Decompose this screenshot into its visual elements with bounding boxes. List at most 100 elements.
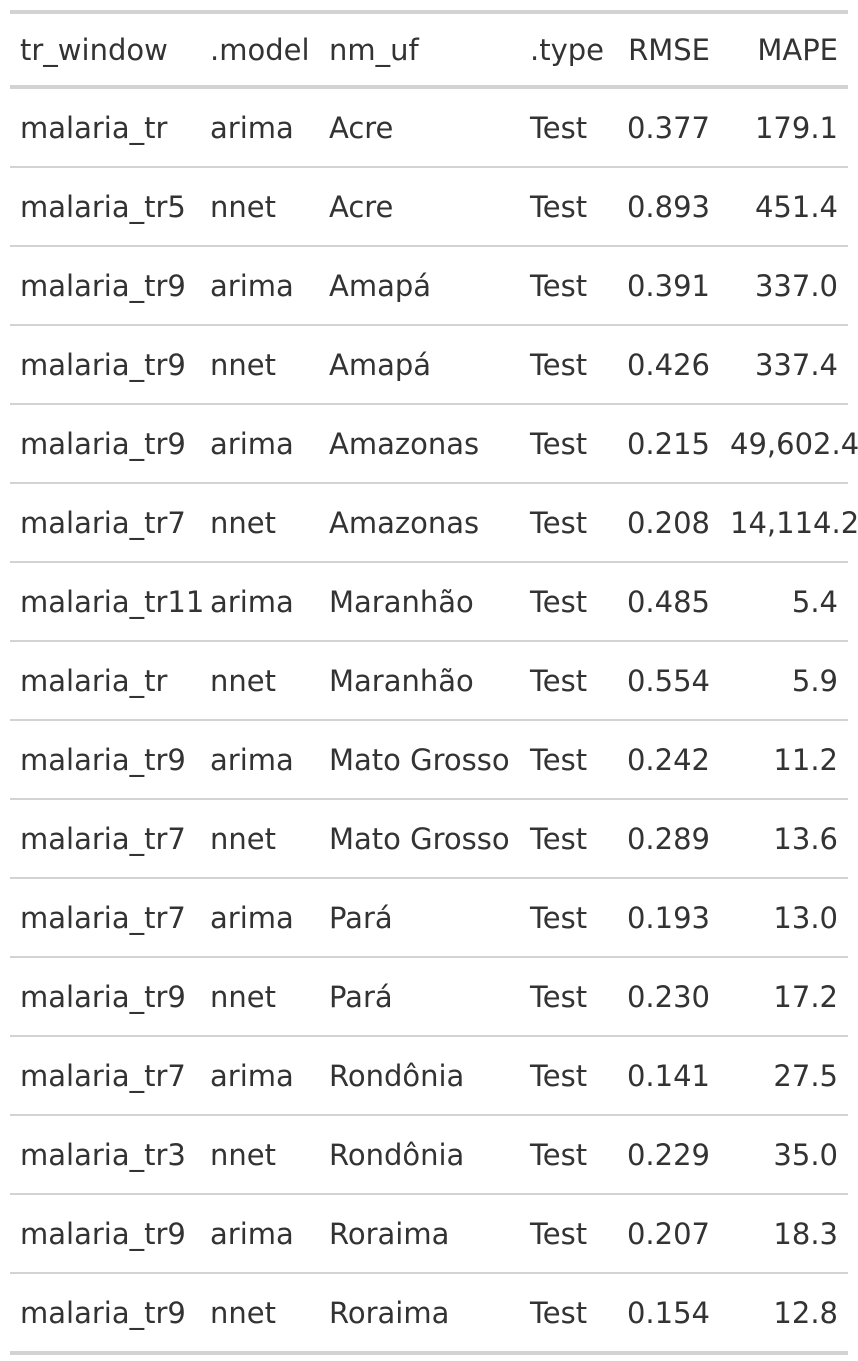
cell-rmse: 0.289 [610,798,720,878]
cell-model: nnet [200,956,319,1036]
header-row: tr_window .model nm_uf .type RMSE MAPE [10,12,848,89]
cell-mape: 337.4 [720,324,848,404]
cell-nm-uf: Pará [319,956,520,1036]
cell-rmse: 0.208 [610,482,720,562]
cell-mape: 12.8 [720,1272,848,1353]
table-row: malaria_tr9 nnet Pará Test 0.230 17.2 [10,956,848,1036]
cell-type: Test [520,956,610,1036]
cell-tr-window: malaria_tr5 [10,166,200,246]
cell-nm-uf: Acre [319,166,520,246]
cell-nm-uf: Maranhão [319,561,520,641]
cell-rmse: 0.207 [610,1193,720,1273]
cell-rmse: 0.154 [610,1272,720,1353]
cell-type: Test [520,482,610,562]
cell-rmse: 0.230 [610,956,720,1036]
cell-model: nnet [200,798,319,878]
cell-mape: 14,114.2 [720,482,858,562]
cell-type: Test [520,166,610,246]
cell-nm-uf: Roraima [319,1193,520,1273]
table-row: malaria_tr11 arima Maranhão Test 0.485 5.4 [10,561,848,641]
cell-tr-window: malaria_tr9 [10,1193,200,1273]
table-row: malaria_tr9 arima Mato Grosso Test 0.242 11.2 [10,719,848,799]
results-table: tr_window .model nm_uf .type RMSE MAPE m… [10,10,858,1355]
cell-nm-uf: Mato Grosso [319,798,520,878]
cell-mape: 18.3 [720,1193,848,1273]
table-row: malaria_tr3 nnet Rondônia Test 0.229 35.0 [10,1114,848,1194]
table-row: malaria_tr9 arima Amapá Test 0.391 337.0 [10,245,848,325]
cell-model: arima [200,561,319,641]
cell-model: arima [200,877,319,957]
cell-type: Test [520,403,610,483]
column-header-mape: MAPE [720,12,848,89]
table-row: malaria_tr7 arima Pará Test 0.193 13.0 [10,877,848,957]
cell-model: nnet [200,482,319,562]
cell-mape: 11.2 [720,719,848,799]
cell-type: Test [520,719,610,799]
cell-type: Test [520,1193,610,1273]
cell-rmse: 0.193 [610,877,720,957]
cell-rmse: 0.229 [610,1114,720,1194]
column-header-model: .model [200,12,319,89]
cell-mape: 35.0 [720,1114,848,1194]
cell-rmse: 0.242 [610,719,720,799]
cell-nm-uf: Pará [319,877,520,957]
column-header-tr-window: tr_window [10,12,200,89]
table-row: malaria_tr arima Acre Test 0.377 179.1 [10,87,848,167]
cell-type: Test [520,1272,610,1353]
cell-rmse: 0.426 [610,324,720,404]
table-row: malaria_tr9 nnet Roraima Test 0.154 12.8 [10,1272,848,1353]
cell-rmse: 0.377 [626,110,710,145]
cell-tr-window: malaria_tr3 [10,1114,200,1194]
cell-type: Test [520,640,610,720]
table-row: malaria_tr7 nnet Mato Grosso Test 0.289 13.6 [10,798,848,878]
cell-tr-window: malaria_tr9 [10,956,200,1036]
table-body: malaria_tr arima Acre Test 0.377 179.1 malaria… [10,87,858,1353]
cell-mape: 13.0 [720,877,848,957]
cell-mape: 5.4 [720,561,848,641]
cell-type: Test [520,561,610,641]
cell-nm-uf: Mato Grosso [319,719,520,799]
cell-model: arima [200,403,319,483]
cell-nm-uf: Rondônia [319,1035,520,1115]
cell-rmse: 0.893 [610,166,720,246]
cell-model: arima [210,110,294,145]
table-row: malaria_tr7 nnet Amazonas Test 0.208 14,114.2 [10,482,858,562]
cell-tr-window: malaria_tr11 [10,561,204,641]
cell-tr-window: malaria_tr9 [10,324,200,404]
cell-nm-uf: Amazonas [319,482,520,562]
cell-type: Test [520,798,610,878]
cell-type: Test [520,324,610,404]
cell-model: arima [200,1193,319,1273]
cell-tr-window: malaria_tr7 [10,1035,200,1115]
cell-mape: 179.1 [754,110,838,145]
cell-type: Test [520,1114,610,1194]
cell-model: arima [200,719,319,799]
cell-model: arima [200,1035,319,1115]
table-row: malaria_tr nnet Maranhão Test 0.554 5.9 [10,640,848,720]
cell-tr-window: malaria_tr7 [10,877,200,957]
table-header: tr_window .model nm_uf .type RMSE MAPE [10,12,848,89]
cell-rmse: 0.554 [610,640,720,720]
table-row: malaria_tr9 arima Amazonas Test 0.215 49,602.… [10,403,858,483]
cell-mape: 49,602.4 [720,403,858,483]
column-header-nm-uf: nm_uf [319,12,520,89]
cell-tr-window: malaria_tr9 [10,719,200,799]
cell-mape: 5.9 [720,640,848,720]
column-header-rmse: RMSE [610,12,720,89]
column-header-type: .type [520,12,610,89]
table-row: malaria_tr7 arima Rondônia Test 0.141 27.5 [10,1035,848,1115]
cell-type: Test [520,1035,610,1115]
cell-tr-window: malaria_tr9 [10,245,200,325]
results-table-container: tr_window .model nm_uf .type RMSE MAPE m… [10,10,858,1355]
cell-tr-window: malaria_tr9 [10,1272,200,1353]
cell-model: nnet [200,1114,319,1194]
cell-type: Test [520,245,610,325]
cell-nm-uf: Amapá [319,245,520,325]
cell-tr-window: malaria_tr7 [10,482,200,562]
cell-tr-window: malaria_tr9 [10,403,200,483]
cell-nm-uf: Rondônia [319,1114,520,1194]
cell-nm-uf: Maranhão [319,640,520,720]
cell-model: arima [200,245,319,325]
cell-model: nnet [200,324,319,404]
cell-nm-uf: Amapá [319,324,520,404]
